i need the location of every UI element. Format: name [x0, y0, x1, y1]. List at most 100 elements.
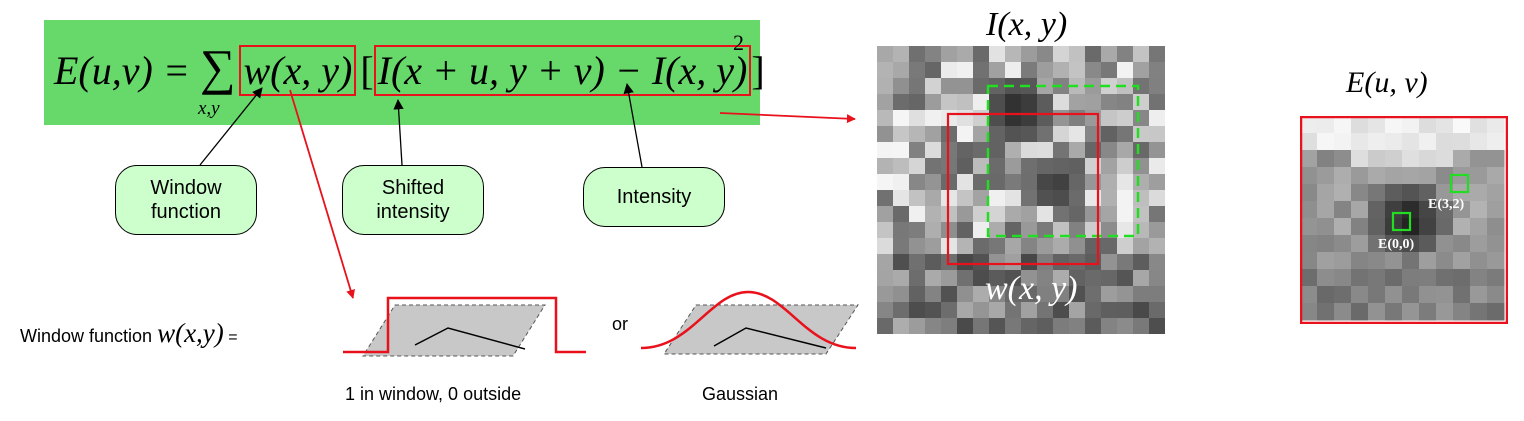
connector-shifted	[393, 98, 404, 166]
surface-pixel	[1300, 150, 1318, 168]
pixel	[925, 110, 942, 127]
surface-pixel	[1436, 303, 1454, 321]
surface-pixel	[1402, 269, 1420, 287]
pixel	[925, 254, 942, 271]
pixel	[1037, 222, 1054, 239]
pixel	[989, 174, 1006, 191]
pixel	[1117, 206, 1134, 223]
surface-pixel	[1470, 201, 1488, 219]
pixel	[1005, 126, 1022, 143]
pixel	[1069, 222, 1086, 239]
pixel	[1117, 94, 1134, 111]
surface-pixel	[1453, 116, 1471, 134]
pixel	[893, 254, 910, 271]
pixel	[909, 78, 926, 95]
pixel	[1021, 94, 1038, 111]
pixel	[989, 286, 1006, 303]
pixel	[1117, 110, 1134, 127]
connector-intensity	[623, 82, 643, 168]
surface-pixel	[1487, 269, 1505, 287]
pixel	[1149, 302, 1165, 319]
pixel	[973, 174, 990, 191]
pixel	[1053, 94, 1070, 111]
surface-pixel	[1351, 184, 1369, 202]
pixel	[1053, 126, 1070, 143]
error-surface	[1300, 116, 1508, 324]
surface-pixel	[1368, 269, 1386, 287]
surface-pixel	[1300, 116, 1318, 134]
surface-pixel	[1385, 252, 1403, 270]
pixel	[973, 238, 990, 255]
pixel	[1053, 206, 1070, 223]
surface-pixel	[1470, 218, 1488, 236]
surface-pixel	[1334, 286, 1352, 304]
pixel	[925, 126, 942, 143]
surface-pixel	[1487, 116, 1505, 134]
surface-pixel	[1453, 201, 1471, 219]
pixel	[941, 206, 958, 223]
pixel	[925, 286, 942, 303]
pixel	[989, 206, 1006, 223]
pixel	[1117, 126, 1134, 143]
pixel	[1021, 142, 1038, 159]
pixel	[1101, 270, 1118, 287]
pixel	[941, 78, 958, 95]
pixel	[973, 126, 990, 143]
surface-pixel	[1419, 167, 1437, 185]
pixel	[1005, 142, 1022, 159]
pixel	[973, 190, 990, 207]
intensity-term: I(x + u, y + v) − I(x, y)	[373, 45, 752, 96]
pixel	[973, 270, 990, 287]
pixel	[1133, 110, 1150, 127]
pixel	[909, 270, 926, 287]
surface-pixel	[1470, 286, 1488, 304]
pixel	[893, 318, 910, 334]
surface-pixel	[1368, 286, 1386, 304]
pixel	[893, 158, 910, 175]
pixel	[893, 286, 910, 303]
pixel	[1117, 302, 1134, 319]
surface-pixel	[1385, 303, 1403, 321]
pixel	[877, 94, 894, 111]
pixel	[1117, 286, 1134, 303]
pixel	[1149, 238, 1165, 255]
pixel	[989, 222, 1006, 239]
pixel	[877, 46, 894, 63]
surface-pixel	[1419, 184, 1437, 202]
surface-pixel	[1419, 303, 1437, 321]
surface-pixel	[1334, 235, 1352, 253]
pixel	[1069, 158, 1086, 175]
surface-pixel	[1351, 150, 1369, 168]
surface-pixel	[1436, 201, 1454, 219]
surface-pixel	[1470, 252, 1488, 270]
pixel	[957, 270, 974, 287]
pixel	[989, 46, 1006, 63]
pixel	[957, 46, 974, 63]
bracket-close: ]	[751, 48, 765, 93]
surface-pixel	[1368, 201, 1386, 219]
surface-pixel	[1470, 269, 1488, 287]
pixel	[909, 206, 926, 223]
pixel	[1053, 222, 1070, 239]
surface-pixel	[1317, 133, 1335, 151]
surface-pixel	[1419, 252, 1437, 270]
arrow-to-window-function	[289, 89, 355, 299]
pixel	[1149, 206, 1165, 223]
pixel	[989, 270, 1006, 287]
surface-pixel	[1334, 218, 1352, 236]
pixel	[957, 254, 974, 271]
pixel	[1069, 190, 1086, 207]
pixel	[877, 126, 894, 143]
pixel	[1117, 62, 1134, 79]
surface-pixel	[1436, 218, 1454, 236]
surface-pixel	[1402, 201, 1420, 219]
pixel	[1005, 318, 1022, 334]
surface-pixel	[1419, 235, 1437, 253]
pixel	[1149, 222, 1165, 239]
surface-pixel	[1453, 303, 1471, 321]
pixel	[1053, 46, 1070, 63]
pixel	[893, 126, 910, 143]
pixel	[1133, 254, 1150, 271]
pixel	[1021, 110, 1038, 127]
surface-pixel	[1419, 286, 1437, 304]
